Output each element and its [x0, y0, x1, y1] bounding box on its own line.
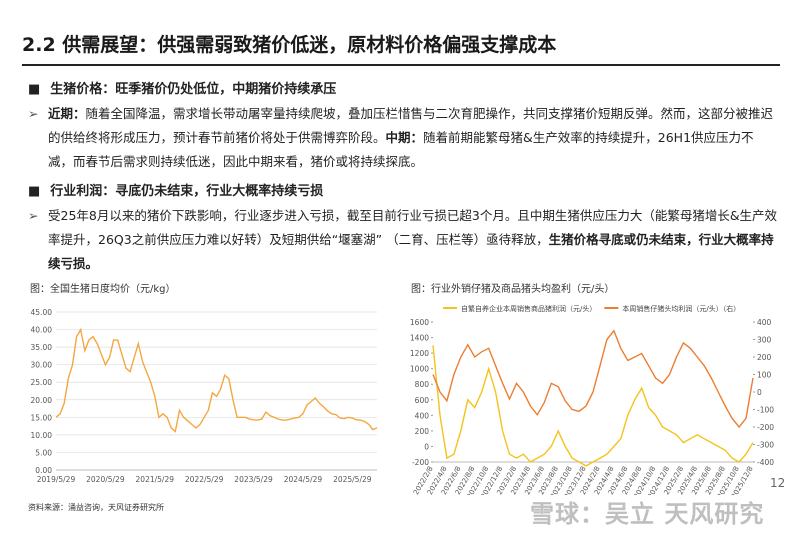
section-heading: 行业利润：寻底仍未结束，行业大概率持续亏损 — [28, 180, 323, 199]
text: 随着全国降温，需求增长带动屠宰量持续爬坡，叠加压栏惜售与二次育肥操作，共同支撑猪… — [48, 106, 774, 145]
y2-tick-label: 100 — [757, 371, 772, 380]
line-series — [432, 329, 754, 429]
bold-text: 生猪价格寻底或仍未结束，行业大概率持续亏损。 — [48, 232, 774, 271]
chart-title: 图：行业外销仔猪及商品猪头均盈利（元/头） — [411, 282, 614, 295]
y2-tick-label: 400 — [757, 318, 772, 327]
y2-tick-label: 0 — [757, 388, 762, 397]
page-number: 12 — [770, 476, 786, 490]
profit-chart: 图：行业外销仔猪及商品猪头均盈利（元/头） -200 0 200 400 600 800 10… — [410, 282, 774, 495]
x-tick-label: 2023/5/29 — [234, 475, 273, 484]
y-tick-label: 15.00 — [31, 413, 53, 422]
x-tick-label: 2020/5/29 — [86, 475, 125, 484]
y-tick-label: 200 — [415, 427, 430, 436]
line-series — [432, 345, 754, 467]
x-tick-label: 2019/5/29 — [37, 475, 76, 484]
y2-tick-label: -100 — [757, 406, 774, 415]
text: 随着前期能繁母猪&生产效率的持续提升，26H1供应压力不减，而春节后需求则持续低… — [48, 130, 754, 169]
y2-tick-label: 200 — [757, 353, 772, 362]
y2-tick-label: 300 — [757, 336, 772, 345]
watermark: 雪球：吴立 天风研究 — [530, 500, 765, 528]
y-tick-label: 10.00 — [31, 431, 53, 440]
y-tick-label: 20.00 — [31, 396, 53, 405]
y-tick-label: 40.00 — [31, 326, 53, 335]
y-tick-label: 0 — [424, 442, 429, 451]
y-tick-label: 25.00 — [31, 378, 53, 387]
slide-title: 2.2 供需展望：供强需弱致猪价低迷，原材料价格偏强支撑成本 — [22, 34, 557, 56]
x-tick-label: 2025/5/29 — [333, 475, 372, 484]
paragraph: 受25年8月以来的猪价下跌影响，行业逐步进入亏损，截至目前行业亏损已超3个月。且… — [28, 204, 778, 276]
bold-text: 中期： — [385, 130, 424, 145]
section-heading: 生猪价格：旺季猪价仍处低位，中期猪价持续承压 — [28, 78, 336, 97]
x-tick-label: 2024/5/29 — [284, 475, 323, 484]
bold-text: 近期： — [48, 106, 86, 121]
y-tick-label: 1200 — [410, 349, 429, 358]
y-tick-label: 1000 — [410, 365, 429, 374]
legend-label: 本周销售仔猪头均利润（元/头）（右） — [622, 304, 740, 313]
y-tick-label: 800 — [415, 380, 430, 389]
y-tick-label: 400 — [415, 411, 430, 420]
y-tick-label: 5.00 — [35, 448, 52, 457]
y-tick-label: -200 — [412, 458, 429, 467]
x-tick-label: 2022/5/29 — [185, 475, 224, 484]
y-tick-label: 1600 — [410, 318, 429, 327]
y-tick-label: 35.00 — [31, 343, 53, 352]
y2-tick-label: -400 — [757, 458, 774, 467]
y-tick-label: 600 — [415, 396, 430, 405]
chart-title: 图：全国生猪日度均价（元/kg） — [30, 282, 176, 295]
y2-tick-label: -300 — [757, 441, 774, 450]
source-note: 资料来源：涌益咨询，天风证券研究所 — [28, 503, 164, 512]
y-tick-label: 45.00 — [31, 308, 53, 317]
y-tick-label: 0.00 — [35, 466, 52, 475]
y-tick-label: 30.00 — [31, 361, 53, 370]
x-tick-label: 2021/5/29 — [136, 475, 175, 484]
paragraph: 近期：随着全国降温，需求增长带动屠宰量持续爬坡，叠加压栏惜售与二次育肥操作，共同… — [28, 102, 778, 174]
line-series — [55, 327, 378, 433]
title-rule — [22, 64, 780, 66]
legend-label: 自繁自养企业本周销售商品猪利润（元/头） — [461, 304, 596, 313]
text: 受25年8月以来的猪价下跌影响，行业逐步进入亏损，截至目前行业亏损已超3个月。且… — [48, 208, 778, 247]
y-tick-label: 1400 — [410, 334, 429, 343]
y2-tick-label: -200 — [757, 423, 774, 432]
price-chart: 图：全国生猪日度均价（元/kg） 0.00 5.00 10.00 15.00 20.00 2… — [30, 282, 378, 484]
